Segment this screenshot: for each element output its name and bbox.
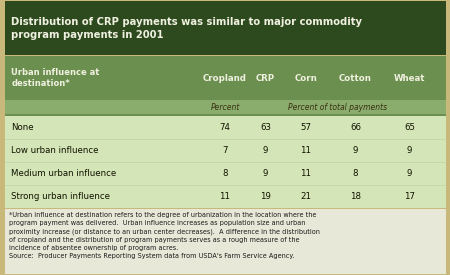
Text: *Urban influence at destination refers to the degree of urbanization in the loca: *Urban influence at destination refers t… <box>9 212 320 259</box>
Text: 21: 21 <box>301 192 311 200</box>
FancyBboxPatch shape <box>4 56 446 100</box>
Text: 63: 63 <box>260 123 271 131</box>
Text: 9: 9 <box>407 145 412 155</box>
Text: 9: 9 <box>407 169 412 178</box>
FancyBboxPatch shape <box>4 209 446 274</box>
Text: 11: 11 <box>301 145 311 155</box>
Text: 9: 9 <box>353 145 358 155</box>
Text: Cotton: Cotton <box>339 74 372 83</box>
Text: Urban influence at
destination*: Urban influence at destination* <box>11 68 99 89</box>
Text: Distribution of CRP payments was similar to major commodity
program payments in : Distribution of CRP payments was similar… <box>11 16 362 40</box>
Text: 11: 11 <box>301 169 311 178</box>
Text: 8: 8 <box>222 169 228 178</box>
Text: 8: 8 <box>353 169 358 178</box>
Text: CRP: CRP <box>256 74 275 83</box>
Text: 9: 9 <box>263 169 268 178</box>
Text: Wheat: Wheat <box>394 74 425 83</box>
Text: 57: 57 <box>301 123 311 131</box>
FancyBboxPatch shape <box>4 116 446 208</box>
FancyBboxPatch shape <box>4 114 446 116</box>
Text: Percent of total payments: Percent of total payments <box>288 103 387 112</box>
Text: Medium urban influence: Medium urban influence <box>11 169 117 178</box>
Text: Low urban influence: Low urban influence <box>11 145 99 155</box>
FancyBboxPatch shape <box>4 100 446 114</box>
Text: 19: 19 <box>260 192 271 200</box>
Text: 7: 7 <box>222 145 228 155</box>
Text: 11: 11 <box>220 192 230 200</box>
Text: None: None <box>11 123 34 131</box>
Text: Percent: Percent <box>210 103 240 112</box>
Text: Corn: Corn <box>295 74 317 83</box>
Text: 66: 66 <box>350 123 361 131</box>
Text: 74: 74 <box>220 123 230 131</box>
Text: Strong urban influence: Strong urban influence <box>11 192 110 200</box>
Text: 18: 18 <box>350 192 361 200</box>
Text: 65: 65 <box>404 123 415 131</box>
Text: Cropland: Cropland <box>203 74 247 83</box>
Text: 17: 17 <box>404 192 415 200</box>
FancyBboxPatch shape <box>4 1 446 55</box>
Text: 9: 9 <box>263 145 268 155</box>
